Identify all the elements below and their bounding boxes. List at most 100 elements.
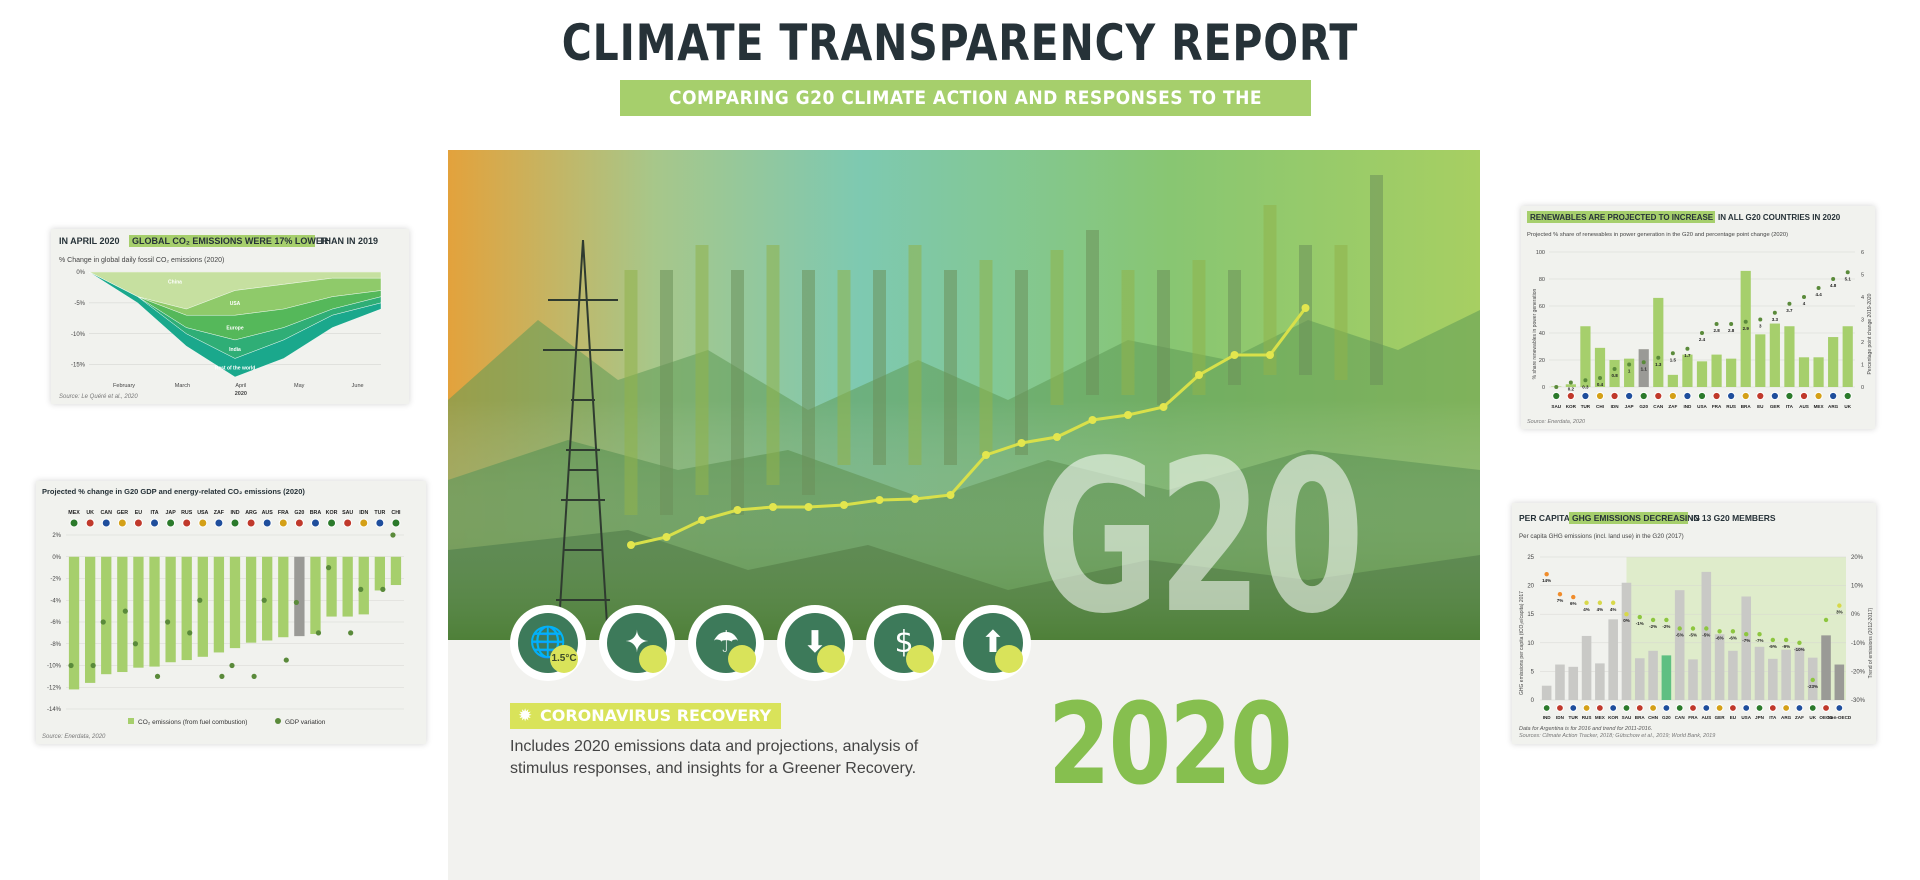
gdp-variation-point [229, 662, 235, 669]
ghg-y-tick: 0 [1531, 698, 1535, 704]
cover-year: 2020 [1048, 680, 1293, 810]
renew-data-label: 3 [1759, 324, 1762, 329]
gdp-category-label: AUS [262, 510, 274, 516]
gdp-variation-point [187, 630, 193, 636]
ghg-bar [1834, 664, 1845, 700]
cover-bar [1050, 250, 1064, 405]
globe-1.5c-icon-badge: 1.5°C [550, 645, 578, 673]
gdp-co2-chart: Projected % change in G20 GDP and energy… [42, 487, 404, 740]
country-flag-icon [1668, 391, 1677, 401]
co2-y-tick: -15% [71, 363, 86, 369]
ghg-category-label: FRA [1688, 715, 1698, 720]
country-flag-icon [1609, 704, 1618, 712]
cover-bar [1015, 270, 1028, 455]
country-flag-icon [278, 518, 288, 528]
co2-x-tick: May [294, 383, 305, 389]
ghg-trend-point [1717, 629, 1722, 634]
gdp-co2-bar [149, 556, 160, 667]
renew-bar [1638, 349, 1649, 387]
cover-bar [731, 270, 744, 515]
cover-bar [660, 270, 673, 515]
ghg-category-label: TUR [1569, 715, 1579, 720]
country-flag-icon [1595, 704, 1604, 712]
ghg-title-pre: PER CAPITA [1519, 513, 1570, 523]
ghg-trend-point [1677, 626, 1682, 631]
ghg-trend-point [1571, 594, 1576, 600]
ghg-y-tick: 10 [1527, 641, 1534, 647]
ghg-percapita-panel: PER CAPITA GHG EMISSIONS DECREASING IN 1… [1512, 503, 1876, 744]
cover-trend-point [769, 503, 777, 511]
renew-ylabel-left: % share renewables in power generation [1532, 288, 1538, 379]
renewables-chart: RENEWABLES ARE PROJECTED TO INCREASE IN … [1527, 211, 1873, 425]
transmission-tower [543, 239, 623, 641]
country-flag-icon [198, 518, 208, 528]
country-flag-icon [1689, 704, 1697, 712]
gdp-co2-bar [358, 556, 369, 615]
country-flag-icon [1566, 391, 1575, 401]
renew-bar [1711, 354, 1722, 387]
renew-category-label: KOR [1566, 404, 1577, 409]
renew-data-label: 3.7 [1786, 308, 1793, 313]
legend-dot-label: GDP variation [285, 719, 326, 726]
cover-trend-point [1230, 351, 1239, 359]
co2-title-highlight: GLOBAL CO₂ EMISSIONS WERE 17% LOWER [132, 236, 329, 246]
ghg-data-label: 3% [1836, 610, 1843, 615]
legend-dot-swatch [275, 718, 281, 724]
country-flag-icon [1715, 704, 1724, 712]
report-cover: G20 🌐 1.5°C ✦ ☂ ⬇ $ ⬆ ✹ CORONAVIRUS RECOVERY In… [448, 150, 1480, 880]
gdp-co2-bar [294, 556, 305, 637]
ghg-data-label: 6% [1570, 601, 1577, 606]
renew-change-point [1641, 360, 1646, 365]
ghg-bar [1728, 650, 1738, 700]
country-flag-icon [1785, 391, 1794, 401]
ghg-bar [1754, 646, 1765, 700]
renew-title-highlight-bg [1527, 211, 1715, 223]
renew-category-label: IDN [1611, 404, 1620, 409]
ghg-category-label: Non-OECD [1827, 715, 1851, 720]
gdp-y-tick: -10% [47, 664, 62, 670]
renew-bar [1798, 357, 1810, 387]
country-flag-icon [1799, 391, 1809, 401]
country-flag-icon [1729, 704, 1737, 712]
ghg-trend-point [1690, 626, 1696, 631]
ghg-y2-tick: -10% [1851, 641, 1866, 647]
gdp-variation-point [390, 532, 396, 538]
gdp-variation-point [219, 673, 225, 679]
co2-daily-panel: IN APRIL 2020 GLOBAL CO₂ EMISSIONS WERE … [51, 229, 409, 404]
cover-trend-point [1301, 304, 1310, 312]
country-flag-icon [1683, 391, 1692, 401]
ghg-ylabel-left: GHG emissions per capita (tCO₂e/capita) … [1519, 591, 1525, 695]
co2-series-label: USA [230, 301, 241, 307]
cover-bar [1228, 270, 1241, 385]
country-flag-icon [1822, 704, 1830, 712]
cover-trend-point [1266, 351, 1274, 359]
storm-umbrella-icon-badge [728, 645, 756, 673]
ghg-category-label: KOR [1608, 715, 1619, 720]
renew-y2-tick: 6 [1861, 250, 1864, 256]
ghg-category-label: CAN [1675, 715, 1686, 720]
ghg-category-label: OECD [1819, 715, 1833, 720]
renew-change-point [1598, 376, 1602, 380]
country-flag-icon [1808, 704, 1817, 712]
gdp-co2-bar [181, 556, 192, 661]
cover-trend-point [662, 533, 671, 541]
gdp-co2-bar [165, 556, 176, 663]
cover-trend-point [1124, 411, 1132, 419]
factory-down-icon: ⬇ [777, 605, 853, 681]
ghg-category-label: AUS [1701, 715, 1711, 720]
ghg-category-label: CHN [1648, 715, 1659, 720]
ghg-category-label: USA [1741, 715, 1751, 720]
renew-change-point [1802, 295, 1806, 299]
country-flag-icon [1697, 391, 1707, 401]
ghg-data-label: -10% [1794, 647, 1805, 652]
cover-trend-point [804, 503, 813, 511]
renew-category-label: UK [1844, 404, 1851, 409]
renew-data-label: 4 [1803, 301, 1806, 306]
ghg-trend-point [1637, 614, 1642, 620]
cover-trend-point [840, 501, 848, 509]
co2-y-tick: 0% [76, 270, 85, 276]
ghg-data-label: 14% [1542, 578, 1551, 583]
country-flag-icon [343, 518, 353, 528]
ghg-ylabel-right: Trend of emissions (2012-2017) [1868, 607, 1874, 678]
gdp-category-label: JAP [165, 510, 176, 516]
